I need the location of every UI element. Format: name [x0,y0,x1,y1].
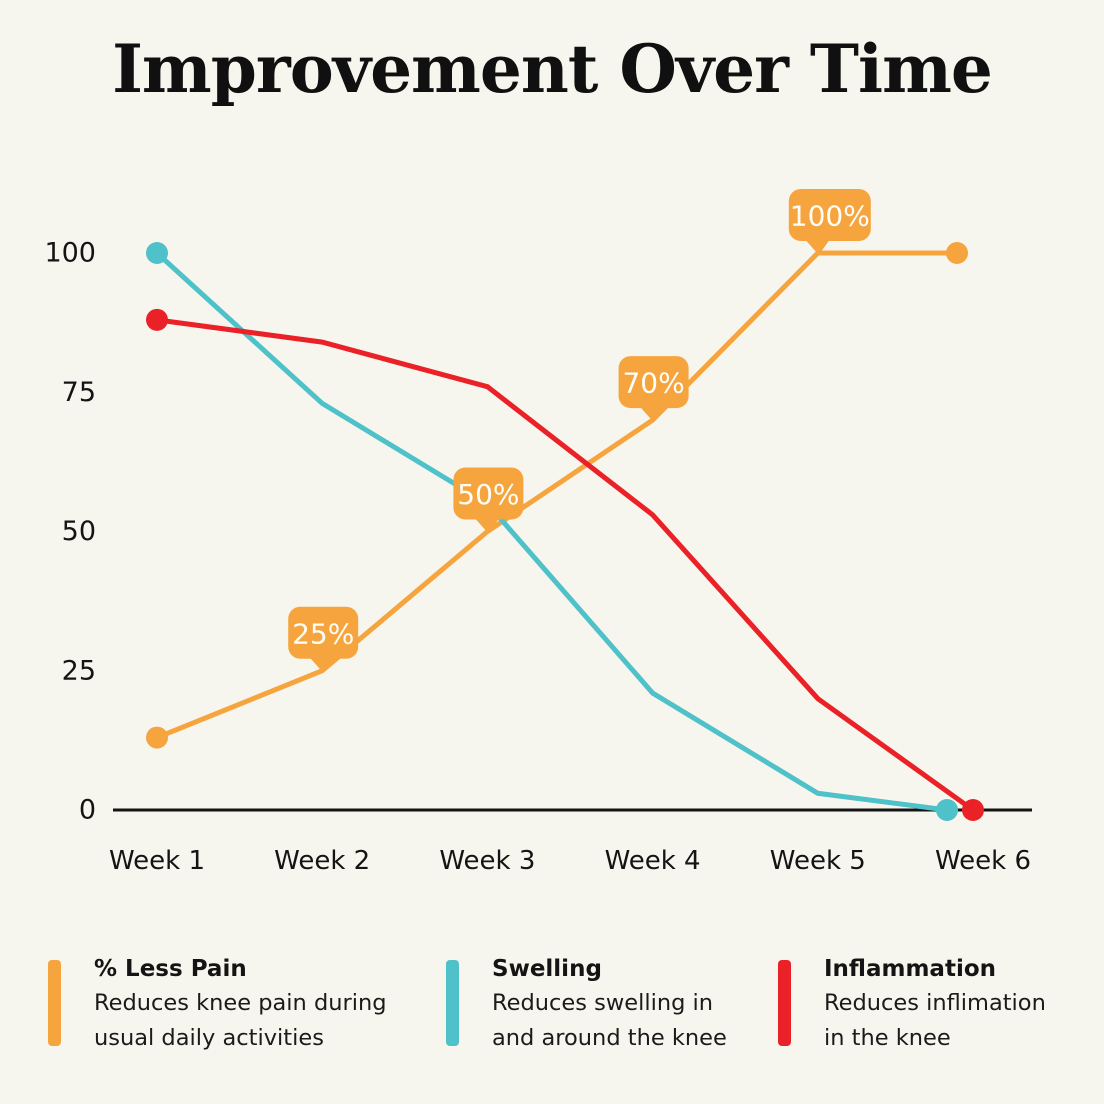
value-badge [618,356,689,409]
x-axis-label: Week 3 [439,846,535,876]
data-point-dot [146,242,168,264]
data-point-dot [936,799,958,821]
value-badge-tail [803,238,831,255]
data-point-dot [146,726,168,749]
data-point-dot [946,242,968,264]
value-badge-tail [473,516,501,534]
value-badge-label: 25% [292,617,354,650]
value-badge [453,467,524,520]
series-line-swelling [154,250,950,813]
value-badge-tail [638,405,666,423]
data-point-dot [962,799,984,821]
value-badge-tail [308,655,336,673]
x-axis-label: Week 4 [605,846,701,876]
legend-item-desc-line: Reduces swelling in [492,990,714,1016]
value-badge [788,189,871,241]
legend-color-bar [446,960,459,1046]
page-title: Improvement Over Time [112,30,993,108]
value-badge-label: 50% [457,478,519,511]
legend-item-desc-line: Reduces knee pain during [94,990,387,1016]
value-badge-label: 100% [790,200,870,233]
y-tick-label: 25 [62,655,96,686]
series-line---less-pain [154,250,960,741]
y-tick-label: 0 [79,795,96,826]
series-line-inflammation [154,317,976,813]
legend-item-less-pain: % Less Pain Reduces knee pain during usu… [48,952,387,1056]
legend-item-inflammation: Inflammation Reduces inflimation in the … [778,952,1046,1056]
legend-item-desc-line: usual daily activities [94,1025,324,1051]
y-tick-label: 100 [44,238,96,269]
x-axis-label: Week 1 [109,846,205,876]
value-badge [288,606,359,659]
value-badge-label: 70% [622,367,684,400]
legend-item-desc-line: Reduces inflimation [824,990,1046,1016]
legend-item-desc-line: in the knee [824,1025,951,1051]
legend-item-swelling: Swelling Reduces swelling in and around … [446,952,727,1056]
legend-color-bar [778,960,791,1046]
y-tick-label: 75 [62,377,96,408]
legend-color-bar [48,960,61,1046]
data-point-dot [146,308,168,331]
x-axis-label: Week 6 [935,846,1031,876]
legend-item-title: Inflammation [824,956,997,982]
x-axis-label: Week 2 [274,846,370,876]
legend-item-desc-line: and around the knee [492,1025,727,1051]
x-axis-label: Week 5 [770,846,866,876]
legend-item-title: % Less Pain [94,956,247,982]
legend-item-title: Swelling [492,956,602,982]
y-tick-label: 50 [62,516,96,547]
